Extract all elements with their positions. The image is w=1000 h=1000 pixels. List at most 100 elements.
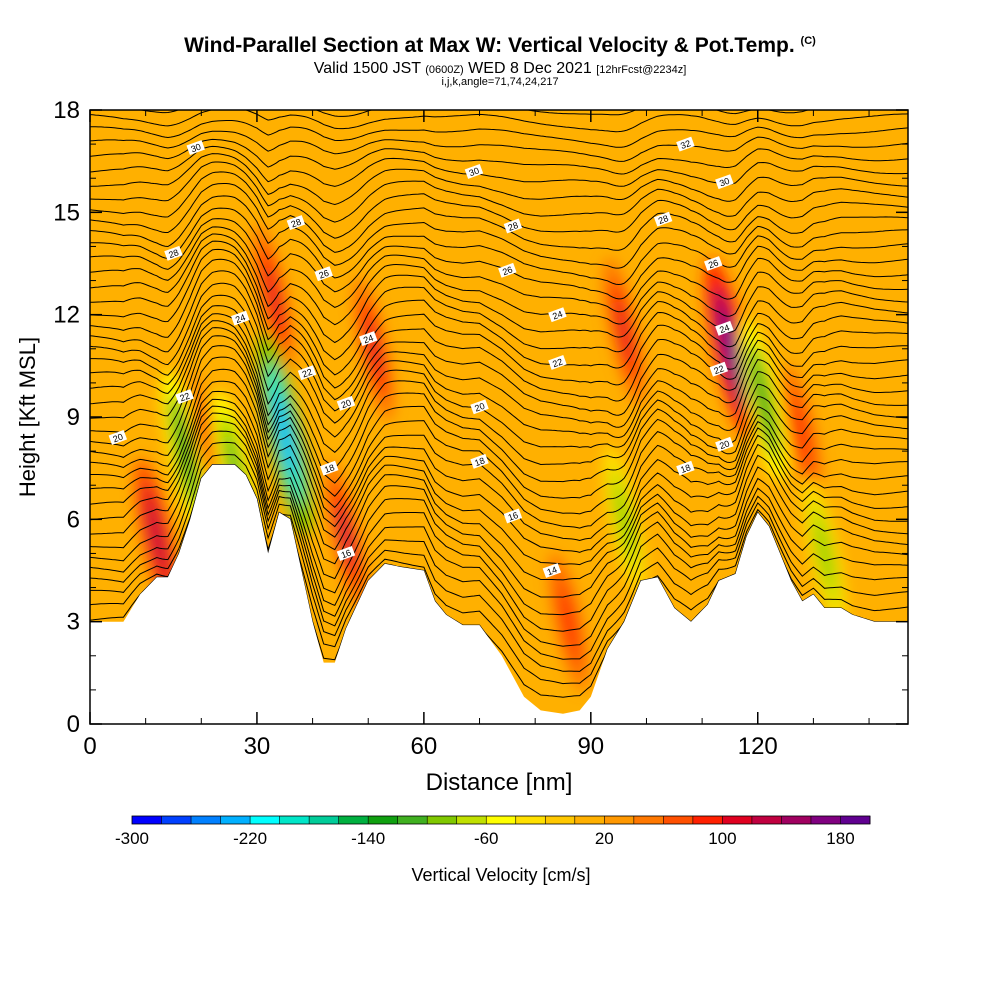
isentrope-label-text: 24	[551, 309, 564, 322]
isentrope-line	[90, 226, 908, 313]
isentrope-line	[90, 412, 908, 598]
copyright-mark: (C)	[800, 35, 816, 47]
colorbar-swatch	[840, 816, 871, 824]
colorbar-swatch	[810, 816, 841, 824]
chart-subtitle: Valid 1500 JST (0600Z) WED 8 Dec 2021 [1…	[0, 60, 1000, 78]
isentrope-label: 18	[470, 453, 489, 469]
colorbar-swatch	[279, 816, 310, 824]
isentrope-label: 14	[542, 563, 562, 578]
isentrope-line	[90, 430, 908, 632]
isentrope-line	[90, 282, 908, 402]
isentrope-line	[90, 218, 908, 300]
isentrope-label-bg	[676, 136, 695, 152]
isentrope-label-text: 26	[317, 268, 330, 281]
isentrope-line	[90, 161, 908, 223]
colorbar-swatch	[132, 816, 163, 824]
colorbar-label: Vertical Velocity [cm/s]	[411, 865, 590, 885]
colorbar-swatch	[692, 816, 723, 824]
isentrope-label-bg	[715, 436, 734, 452]
x-tick-label: 30	[244, 733, 271, 760]
colorbar-swatch	[751, 816, 782, 824]
isentrope-label-text: 22	[178, 391, 191, 404]
colorbar-tick-label: -140	[351, 829, 385, 848]
y-tick-label: 6	[67, 506, 80, 533]
colorbar-swatch	[338, 816, 369, 824]
isentrope-label: 20	[715, 436, 734, 452]
isentrope-label: 28	[653, 211, 673, 227]
colorbar-swatch	[191, 816, 222, 824]
colorbar-swatch	[781, 816, 812, 824]
isentrope-label-bg	[548, 307, 567, 323]
isentrope-label-text: 30	[468, 165, 481, 178]
isentrope-label: 22	[297, 365, 317, 381]
isentrope-label-bg	[314, 266, 333, 282]
y-tick-label: 9	[67, 404, 80, 431]
isentrope-label: 28	[286, 215, 306, 231]
isentrope-label-text: 18	[473, 455, 486, 468]
isentrope-line	[90, 207, 908, 286]
isentrope-line	[90, 390, 908, 553]
isentrope-label-text: 18	[323, 462, 336, 475]
isentrope-line	[90, 85, 908, 103]
isentrope-line	[90, 183, 908, 253]
isentrope-line	[90, 233, 908, 326]
isentrope-label: 30	[186, 140, 205, 155]
isentrope-line	[90, 240, 908, 344]
velocity-cell-peak	[148, 503, 165, 569]
isentrope-line	[90, 171, 908, 239]
isentrope-label-text: 20	[340, 397, 353, 410]
isentrope-label-text: 20	[718, 438, 731, 451]
isentrope-label-text: 28	[167, 247, 180, 260]
isentrope-label-text: 30	[718, 176, 731, 189]
colorbar: -300 -220 -140 -60 20 100 180 Vertical Velocity…	[115, 815, 871, 885]
grid-indices: i,j,k,angle=71,74,24,217	[441, 76, 559, 88]
isentrope-label-text: 18	[679, 462, 692, 475]
velocity-cell-peak	[265, 266, 282, 329]
colorbar-swatch	[456, 816, 487, 824]
plot-area: 30 30 32 30 28 28 28 28 26 26 26 24 24 24 24 22 22 22 22 20…	[90, 85, 908, 724]
isentrope-label: 28	[164, 245, 183, 261]
isentrope-label: 18	[676, 460, 695, 476]
isentrope-label-bg	[715, 320, 734, 336]
isentrope-label-text: 22	[713, 363, 726, 376]
isentrope-label-bg	[320, 460, 339, 476]
colorbar-swatch	[633, 816, 664, 824]
y-tick-label: 3	[67, 609, 80, 636]
isentrope-line	[90, 138, 908, 175]
isentrope-line	[90, 270, 908, 389]
isentrope-label-text: 24	[718, 322, 731, 335]
isentrope-line	[90, 368, 908, 529]
isentrope-label-bg	[498, 262, 517, 278]
colorbar-swatch	[515, 816, 546, 824]
isentrope-label-bg	[464, 163, 484, 179]
isentrope-line	[90, 398, 908, 566]
x-axis-label: Distance [nm]	[426, 769, 573, 796]
colorbar-tick-label: 100	[708, 829, 736, 848]
isentrope-label: 30	[715, 174, 734, 190]
isentrope-label-bg	[709, 361, 729, 377]
isentrope-label-text: 20	[112, 432, 125, 445]
velocity-cell-peak	[816, 521, 833, 586]
colorbar-swatch	[486, 816, 517, 824]
x-tick-label: 120	[738, 733, 778, 760]
isentrope-label: 16	[503, 508, 523, 524]
isentrope-label-bg	[108, 430, 128, 445]
isentrope-label-text: 24	[362, 333, 375, 346]
velocity-cell-peak	[616, 300, 632, 363]
isentrope-line	[90, 405, 908, 581]
isentrope-label-bg	[542, 563, 562, 578]
y-tick-label: 18	[53, 97, 80, 124]
colorbar-swatch	[397, 816, 428, 824]
velocity-cell-peak	[274, 391, 296, 477]
isentrope-label-text: 20	[473, 401, 486, 414]
isentrope-label-text: 14	[546, 565, 559, 578]
colorbar-swatch	[574, 816, 605, 824]
isentrope-label-text: 16	[340, 548, 353, 561]
terrain	[90, 464, 908, 724]
colorbar-swatch	[604, 816, 635, 824]
colorbar-swatch	[161, 816, 192, 824]
colorbar-swatch	[545, 816, 576, 824]
isentrope-line	[90, 380, 908, 542]
velocity-cell-peak	[616, 488, 632, 551]
colorbar-swatch	[250, 816, 281, 824]
